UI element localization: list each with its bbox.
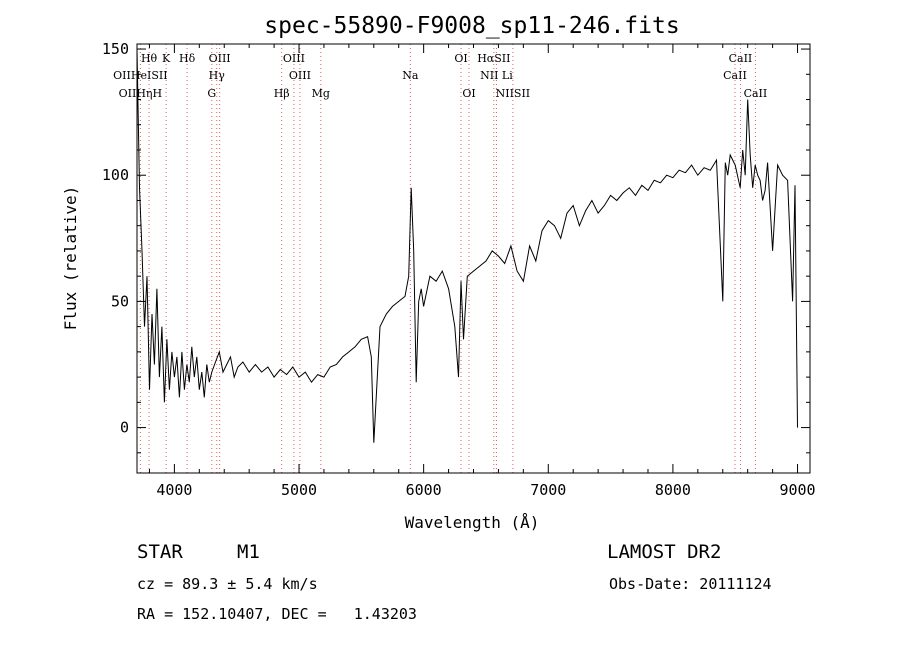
spectral-line-label: K — [162, 52, 171, 65]
x-tick-label: 9000 — [779, 481, 815, 499]
spectral-line-label: OIII — [209, 52, 231, 65]
spectral-line-label: Hθ — [141, 52, 158, 65]
spectral-line-label: HαSII — [477, 52, 510, 65]
survey-name: LAMOST DR2 — [607, 541, 722, 563]
spectrum-chart: spec-55890-F9008_sp11-246.fits Hθ K Hδ OIII… — [61, 13, 816, 532]
spectral-line-label: OI — [462, 87, 475, 100]
y-axis: 0 50 100 150 — [102, 40, 810, 454]
spectral-line-markers: Hθ K Hδ OIII OIII OI HαSII CaII OIIHeISII Hγ OIII N… — [113, 44, 767, 473]
x-axis-label: Wavelength (Å) — [405, 513, 540, 532]
spectral-line-label: OIII — [289, 69, 311, 82]
object-subclass: M1 — [237, 541, 260, 563]
coordinates: RA = 152.10407, DEC = 1.43203 — [137, 605, 417, 623]
spectrum-series-line — [136, 48, 798, 443]
spectral-line-label: CaII — [723, 69, 747, 82]
x-tick-label: 8000 — [655, 481, 691, 499]
spectral-line-label: Mg — [312, 87, 330, 100]
spectral-line-label: OIIHηH — [119, 87, 162, 100]
y-tick-label: 0 — [120, 419, 129, 437]
y-tick-label: 50 — [111, 292, 129, 310]
x-tick-label: 7000 — [530, 481, 566, 499]
spectral-line-label: G — [207, 87, 216, 100]
spectral-line-label: CaII — [744, 87, 768, 100]
y-tick-label: 150 — [102, 40, 129, 58]
redshift-value: cz = 89.3 ± 5.4 km/s — [137, 575, 318, 593]
spectral-line-label: NII Li — [480, 69, 513, 82]
spectral-line-label: OIII — [283, 52, 305, 65]
x-tick-label: 5000 — [281, 481, 317, 499]
spectral-line-label: Hδ — [179, 52, 196, 65]
y-tick-label: 100 — [102, 166, 129, 184]
obs-date: Obs-Date: 20111124 — [609, 575, 772, 593]
x-tick-label: 4000 — [156, 481, 192, 499]
y-axis-label: Flux (relative) — [61, 186, 80, 331]
spectral-line-label: OI — [454, 52, 467, 65]
x-tick-label: 6000 — [406, 481, 442, 499]
plot-frame — [136, 43, 811, 474]
spectral-line-label: Hγ — [209, 69, 226, 82]
spectral-line-label: CaII — [729, 52, 753, 65]
spectral-line-label: Na — [402, 69, 419, 82]
spectral-line-label: OIIHeISII — [113, 69, 167, 82]
chart-title: spec-55890-F9008_sp11-246.fits — [264, 13, 679, 39]
spectral-line-label: Hβ — [274, 87, 290, 100]
object-class: STAR — [137, 541, 183, 563]
spectral-line-label: NIISII — [496, 87, 531, 100]
x-axis: 4000 5000 6000 7000 8000 9000 — [148, 44, 816, 499]
